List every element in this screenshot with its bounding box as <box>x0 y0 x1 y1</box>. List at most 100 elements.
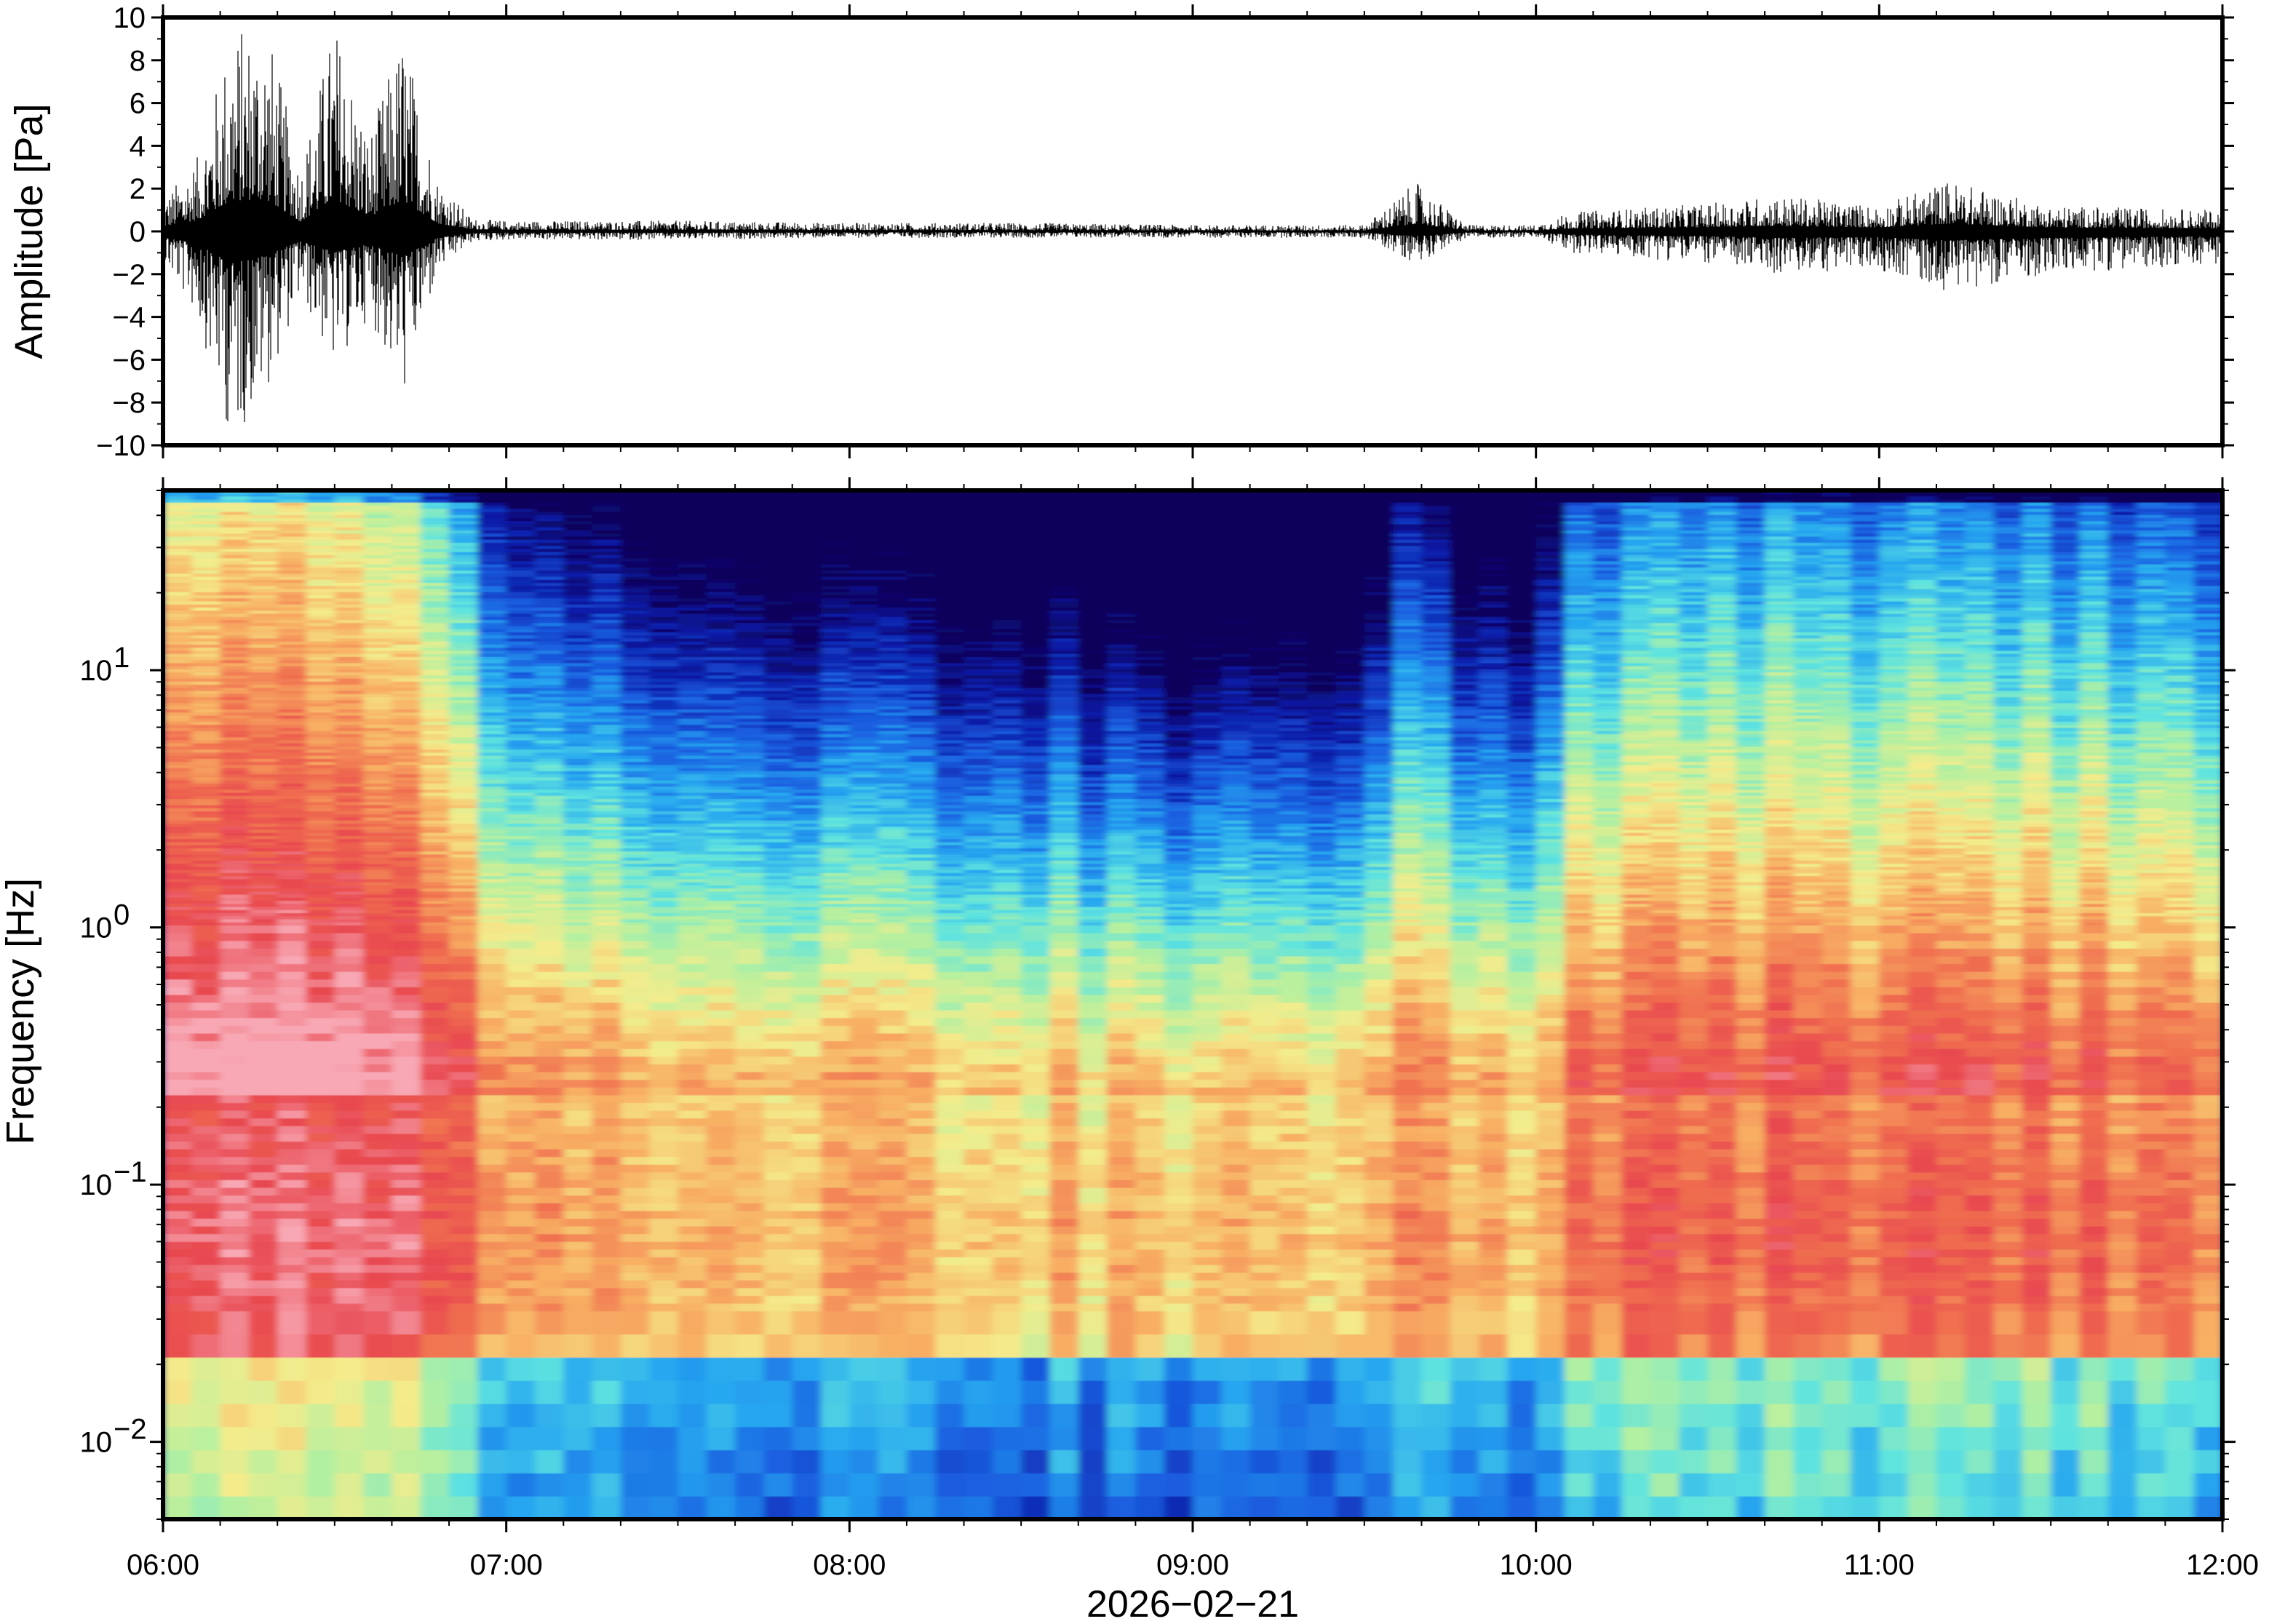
spectrogram-cell <box>535 1226 564 1234</box>
spectrogram-cell <box>563 629 592 632</box>
spectrogram-cell <box>163 536 192 540</box>
spectrogram-cell <box>678 743 707 747</box>
spectrogram-cell <box>563 1110 592 1118</box>
spectrogram-cell <box>163 1496 192 1519</box>
spectrogram-cell <box>392 697 421 701</box>
spectrogram-cell <box>621 783 650 787</box>
spectrogram-cell <box>335 885 364 888</box>
spectrogram-cell <box>249 1134 278 1142</box>
spectrogram-cell <box>335 814 364 818</box>
spectrogram-cell <box>249 897 278 901</box>
spectrogram-cell <box>421 644 450 648</box>
spectrogram-cell <box>792 904 822 907</box>
spectrogram-cell <box>621 848 650 851</box>
spectrogram-cell <box>763 653 792 657</box>
spectrogram-cell <box>592 792 621 796</box>
spectrogram-cell <box>277 641 306 645</box>
spectrogram-cell <box>849 1149 878 1157</box>
spectrogram-cell <box>163 987 192 995</box>
spectrogram-cell <box>506 616 536 620</box>
spectrogram-cell <box>506 919 536 923</box>
spectrogram-cell <box>535 1072 564 1080</box>
spectrogram-cell <box>735 1048 764 1056</box>
spectrogram-cell <box>363 733 392 737</box>
spectrogram-cell <box>506 1241 536 1249</box>
spectrogram-cell <box>535 795 564 799</box>
spectrogram-cell <box>649 787 678 790</box>
spectrogram-cell <box>649 795 678 799</box>
spectrogram-cell <box>249 715 278 719</box>
spectrogram-cell <box>649 527 678 530</box>
spectrogram-cell <box>763 688 792 691</box>
spectrogram-cell <box>821 669 850 672</box>
spectrogram-cell <box>849 1241 878 1249</box>
spectrogram-cell <box>191 1288 220 1296</box>
spectrogram-cell <box>592 619 621 623</box>
spectrogram-cell <box>821 854 850 858</box>
spectrogram-cell <box>649 1102 678 1110</box>
spectrogram-cell <box>535 827 564 830</box>
spectrogram-cell <box>763 589 792 592</box>
spectrogram-cell <box>821 811 850 814</box>
spectrogram-cell <box>249 583 278 586</box>
spectrogram-cell <box>506 1033 536 1041</box>
spectrogram-cell <box>735 1241 764 1249</box>
spectrogram-cell <box>763 857 792 861</box>
spectrogram-cell <box>563 1025 592 1033</box>
spectrogram-cell <box>191 1249 220 1257</box>
spectrogram-cell <box>477 1080 506 1088</box>
spectrogram-cell <box>649 1334 678 1357</box>
spectrogram-cell <box>849 789 878 793</box>
spectrogram-cell <box>535 979 564 987</box>
spectrogram-cell <box>506 789 536 793</box>
spectrogram-cell <box>678 835 707 839</box>
spectrogram-cell <box>363 1025 392 1033</box>
spectrogram-cell <box>563 564 592 568</box>
spectrogram-cell <box>735 1203 764 1211</box>
spectrogram-cell <box>421 811 450 814</box>
spectrogram-cell <box>506 1203 536 1211</box>
spectrogram-cell <box>191 888 220 892</box>
spectrogram-cell <box>763 1265 792 1273</box>
spectrogram-cell <box>821 787 850 790</box>
spectrogram-cell <box>621 641 650 645</box>
spectrogram-cell <box>277 499 306 503</box>
spectrogram-cell <box>849 746 878 749</box>
spectrogram-cell <box>449 1126 478 1134</box>
spectrogram-cell <box>335 509 364 512</box>
spectrogram-cell <box>621 690 650 694</box>
spectrogram-cell <box>449 579 478 583</box>
spectrogram-cell <box>792 1226 822 1234</box>
spectrogram-cell <box>421 971 450 979</box>
spectrogram-cell <box>563 1126 592 1134</box>
spectrogram-cell <box>277 675 306 679</box>
spectrogram-cell <box>449 811 478 814</box>
spectrogram-cell <box>763 1496 792 1519</box>
spectrogram-cell <box>592 771 621 774</box>
spectrogram-cell <box>535 995 564 1003</box>
spectrogram-cell <box>277 1018 306 1026</box>
spectrogram-cell <box>735 604 764 608</box>
spectrogram-cell <box>191 688 220 691</box>
spectrogram-cell <box>649 721 678 725</box>
spectrogram-cell <box>506 798 536 802</box>
spectrogram-cell <box>449 1141 478 1149</box>
spectrogram-cell <box>421 1280 450 1288</box>
spectrogram-cell <box>621 912 650 916</box>
spectrogram-cell <box>678 848 707 851</box>
spectrogram-cell <box>735 1164 764 1172</box>
spectrogram-cell <box>621 666 650 669</box>
spectrogram-cell <box>506 827 536 830</box>
spectrogram-cell <box>707 1218 736 1226</box>
spectrogram-cell <box>592 524 621 528</box>
spectrogram-cell <box>707 948 736 956</box>
spectrogram-cell <box>163 888 192 892</box>
spectrogram-cell <box>277 1072 306 1080</box>
spectrogram-cell <box>563 963 592 971</box>
spectrogram-cell <box>792 653 822 657</box>
spectrogram-cell <box>735 1226 764 1234</box>
spectrogram-cell <box>191 1033 220 1041</box>
spectrogram-cell <box>563 530 592 533</box>
spectrogram-cell <box>735 963 764 971</box>
spectrogram-cell <box>506 586 536 589</box>
